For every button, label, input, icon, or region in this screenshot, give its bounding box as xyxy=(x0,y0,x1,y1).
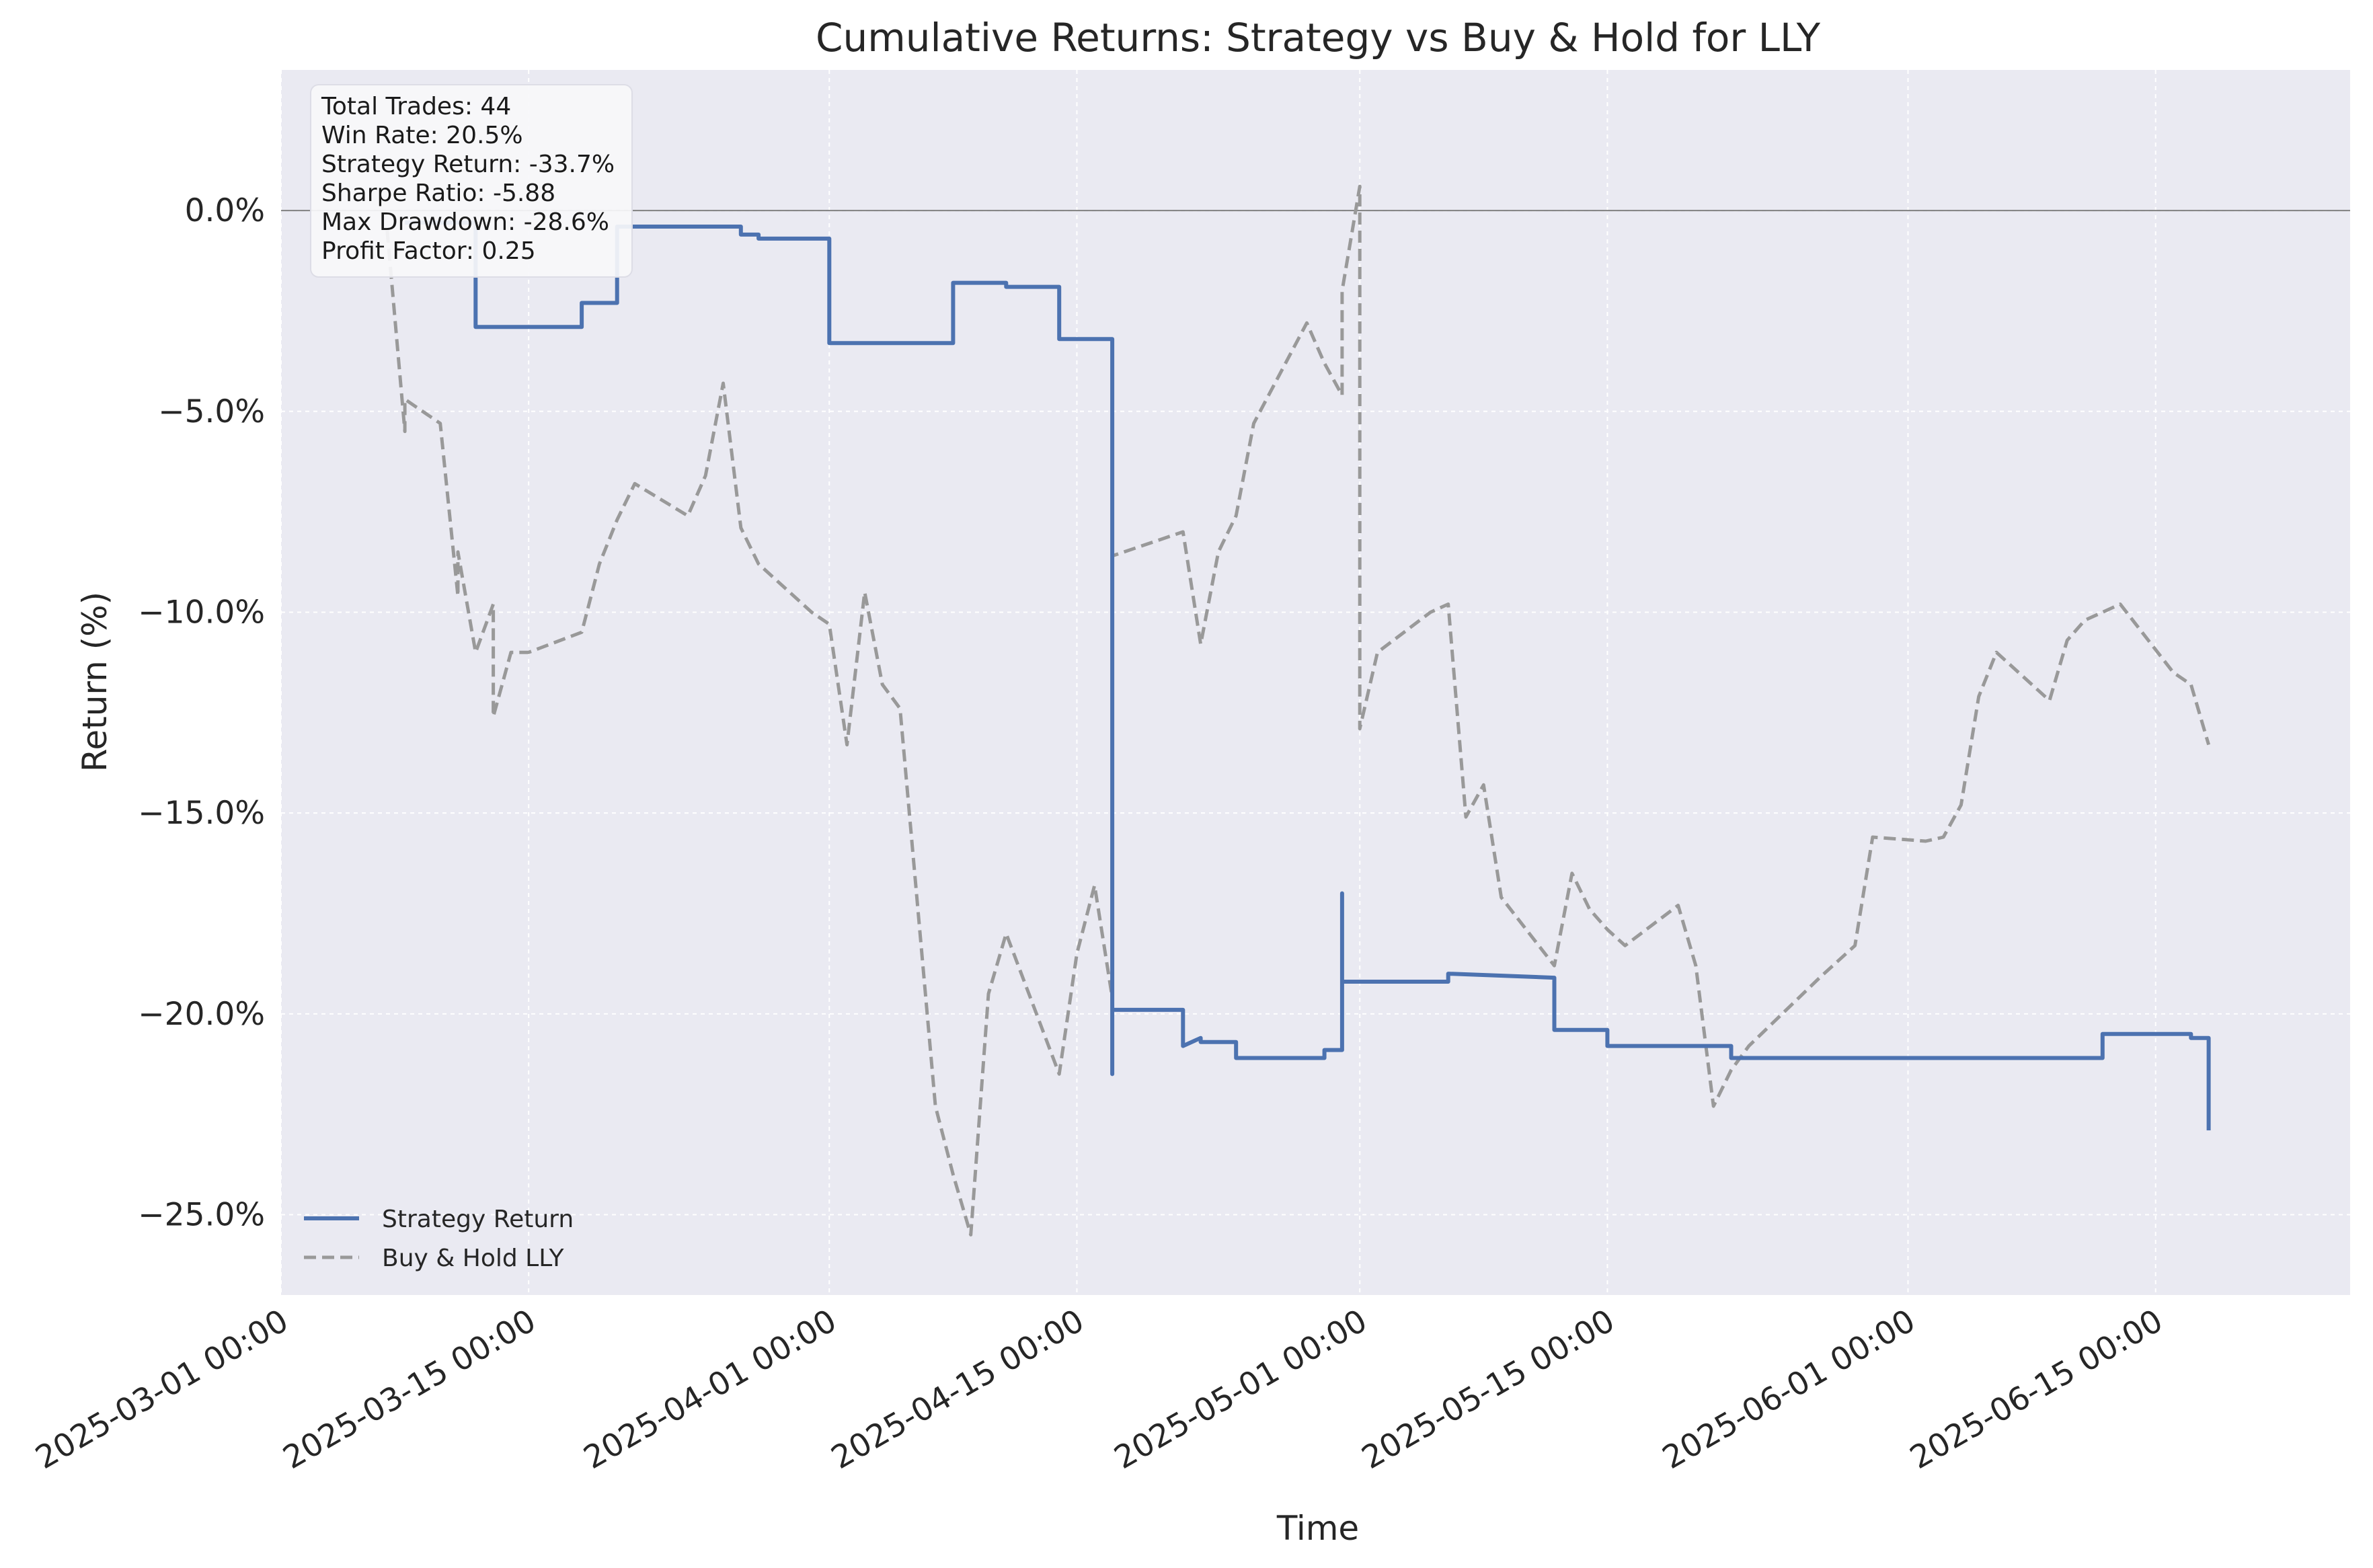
stat-strategy-return: Strategy Return: -33.7% xyxy=(321,151,615,178)
stat-profit-factor: Profit Factor: 0.25 xyxy=(321,237,536,265)
stats-box: Total Trades: 44 Win Rate: 20.5% Strateg… xyxy=(310,84,633,278)
stat-total-trades: Total Trades: 44 xyxy=(321,93,511,120)
y-tick-label: −15.0% xyxy=(138,795,265,832)
legend-label-buy-hold: Buy & Hold LLY xyxy=(382,1245,565,1272)
y-tick-label: 0.0% xyxy=(185,192,265,229)
y-tick-label: −10.0% xyxy=(138,594,265,631)
series-line-strategy xyxy=(405,221,2211,1131)
y-axis-label: Return (%) xyxy=(75,592,114,772)
chart-title: Cumulative Returns: Strategy vs Buy & Ho… xyxy=(816,15,1821,61)
y-tick-label: −20.0% xyxy=(138,996,265,1033)
legend-label-strategy: Strategy Return xyxy=(382,1206,574,1233)
series-layer xyxy=(385,184,2211,1237)
series-line-buy-hold xyxy=(385,184,2210,1237)
legend: Strategy Return Buy & Hold LLY xyxy=(304,1206,574,1272)
stat-win-rate: Win Rate: 20.5% xyxy=(321,122,523,149)
stats-box-background xyxy=(310,84,633,278)
x-axis-label: Time xyxy=(1276,1509,1359,1548)
y-tick-label: −5.0% xyxy=(158,393,265,430)
y-tick-label: −25.0% xyxy=(138,1197,265,1234)
stat-sharpe-ratio: Sharpe Ratio: -5.88 xyxy=(321,180,555,207)
stat-max-drawdown: Max Drawdown: -28.6% xyxy=(321,208,609,236)
